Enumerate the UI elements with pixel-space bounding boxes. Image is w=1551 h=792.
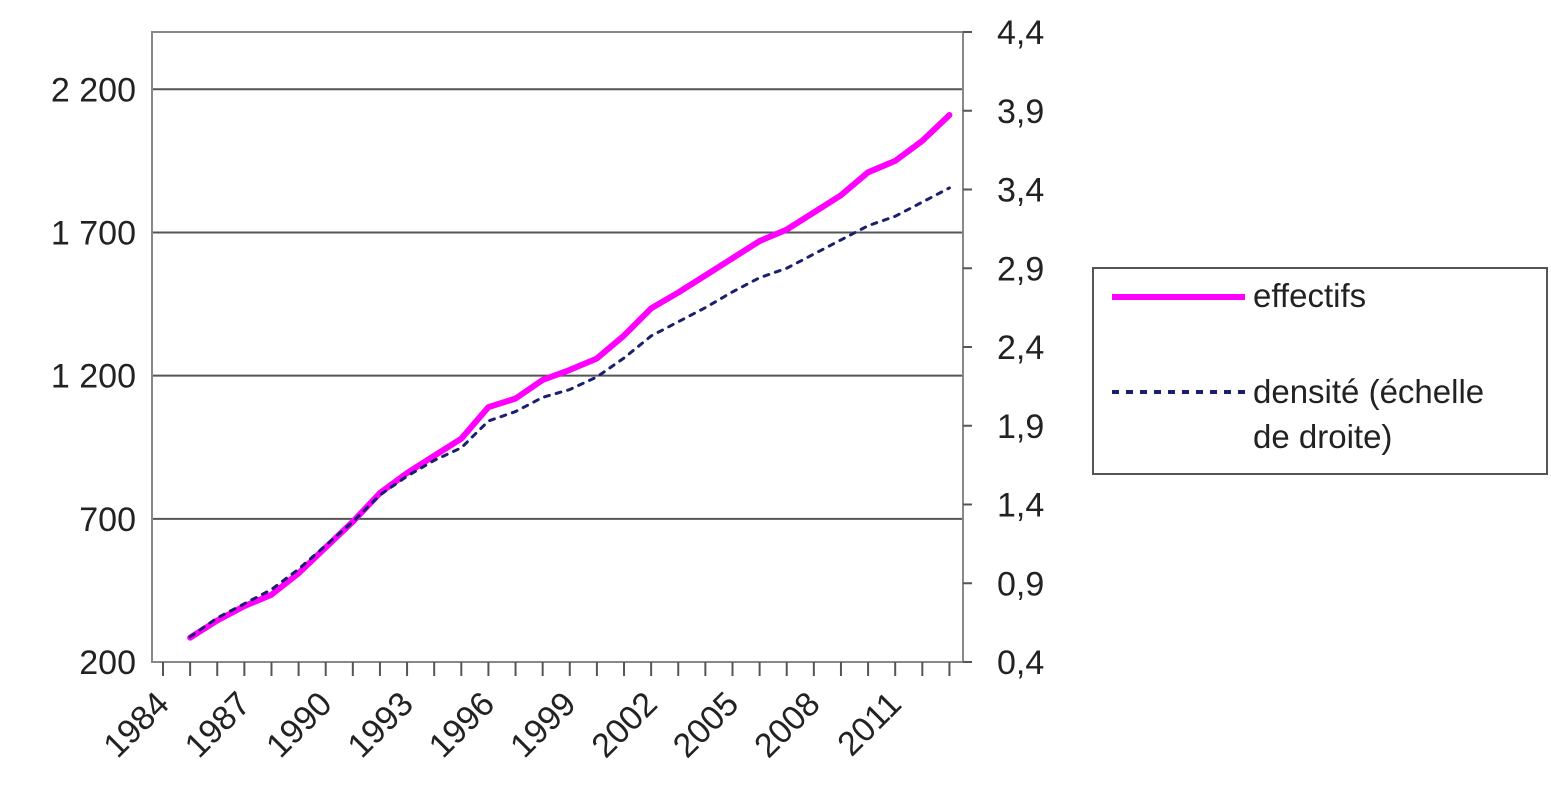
x-tick-label: 2002 bbox=[584, 685, 664, 765]
x-tick-label: 1990 bbox=[259, 685, 339, 765]
legend: effectifs densité (échelle de droite) bbox=[1092, 267, 1548, 475]
series-line-0 bbox=[187, 112, 953, 641]
y2-tick-label: 2,9 bbox=[997, 250, 1044, 288]
y-tick-label: 200 bbox=[79, 644, 136, 682]
legend-label-densite-line1: densité (échelle bbox=[1253, 373, 1484, 410]
legend-label-effectifs: effectifs bbox=[1253, 277, 1366, 314]
y2-tick-label: 1,9 bbox=[997, 408, 1044, 446]
x-tick-label: 1999 bbox=[503, 685, 583, 765]
x-tick-label: 2011 bbox=[830, 685, 909, 764]
y2-tick-label: 1,4 bbox=[997, 487, 1044, 525]
x-tick-label: 2008 bbox=[747, 685, 827, 765]
series-lines bbox=[187, 112, 953, 641]
y-tick-label: 2 200 bbox=[51, 71, 136, 109]
y2-tick-label: 3,4 bbox=[997, 172, 1044, 210]
axes: 200 700 1 200 1 700 2 200 0,4 0,9 1,4 1,9 2,4 2,9 3… bbox=[51, 14, 1044, 765]
x-tick-label: 1993 bbox=[340, 685, 420, 765]
x-tick-label: 2005 bbox=[666, 685, 746, 765]
legend-label-densite-line2: de droite) bbox=[1253, 418, 1392, 455]
y2-tick-label: 3,9 bbox=[997, 93, 1044, 131]
legend-label-densite: densité (échelle de droite) bbox=[1253, 373, 1493, 455]
legend-box bbox=[1092, 267, 1548, 475]
x-tick-label: 1996 bbox=[422, 685, 502, 765]
y2-tick-label: 2,4 bbox=[997, 329, 1044, 367]
y-tick-label: 1 700 bbox=[51, 214, 136, 252]
y2-tick-label: 4,4 bbox=[997, 14, 1044, 52]
plot-area-frame bbox=[151, 31, 964, 663]
gridlines bbox=[152, 88, 963, 520]
x-tick-label: 1987 bbox=[178, 685, 258, 765]
y2-tick-label: 0,4 bbox=[997, 644, 1044, 682]
series-line-1 bbox=[188, 186, 951, 639]
y-tick-label: 700 bbox=[79, 501, 136, 539]
y-tick-label: 1 200 bbox=[51, 358, 136, 396]
y2-tick-label: 0,9 bbox=[997, 565, 1044, 603]
x-tick-label: 1984 bbox=[96, 685, 176, 765]
